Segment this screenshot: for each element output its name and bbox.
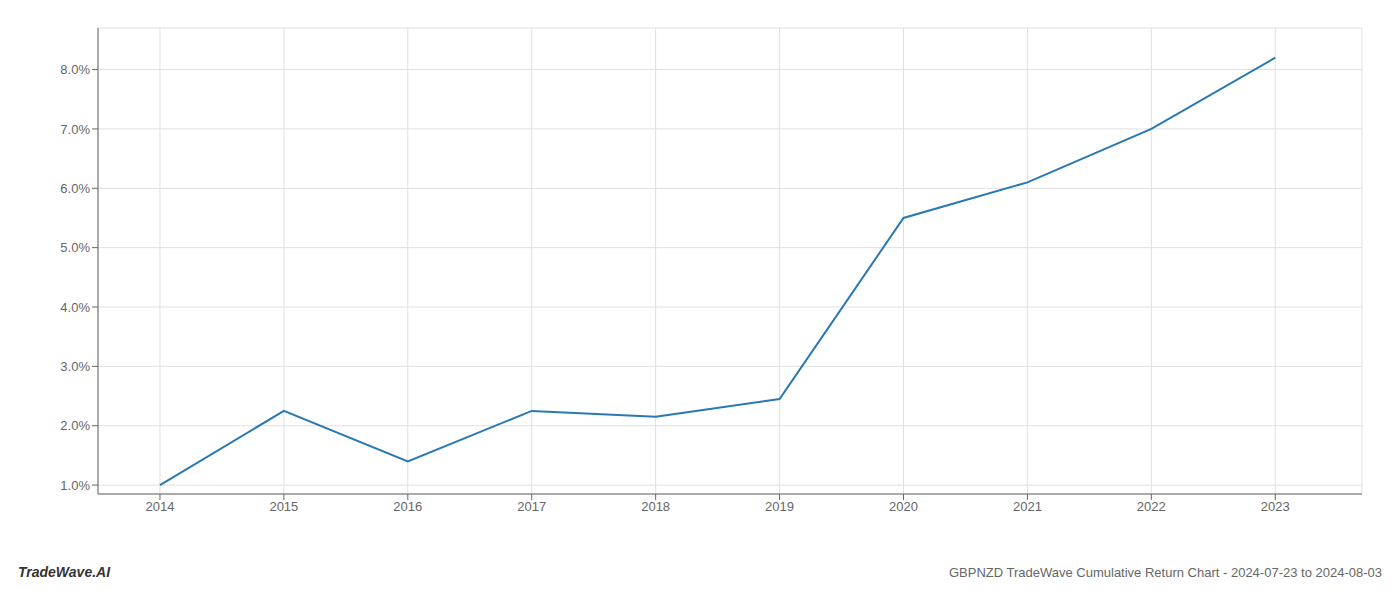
- svg-text:2019: 2019: [765, 499, 794, 514]
- html-text:TradeWave.AI: TradeWave.AI: [18, 564, 111, 580]
- svg-text:6.0%: 6.0%: [60, 181, 90, 196]
- svg-text:2021: 2021: [1013, 499, 1042, 514]
- svg-text:2018: 2018: [641, 499, 670, 514]
- svg-text:7.0%: 7.0%: [60, 122, 90, 137]
- svg-text:4.0%: 4.0%: [60, 300, 90, 315]
- svg-text:2014: 2014: [145, 499, 174, 514]
- svg-text:2016: 2016: [393, 499, 422, 514]
- svg-text:3.0%: 3.0%: [60, 359, 90, 374]
- svg-text:5.0%: 5.0%: [60, 240, 90, 255]
- svg-text:2022: 2022: [1137, 499, 1166, 514]
- svg-text:2015: 2015: [269, 499, 298, 514]
- svg-text:2020: 2020: [889, 499, 918, 514]
- svg-text:8.0%: 8.0%: [60, 62, 90, 77]
- svg-text:2.0%: 2.0%: [60, 418, 90, 433]
- svg-text:2017: 2017: [517, 499, 546, 514]
- html-text:GBPNZD TradeWave Cumulative Re: GBPNZD TradeWave Cumulative Return Chart…: [948, 565, 1382, 580]
- svg-text:1.0%: 1.0%: [60, 478, 90, 493]
- svg-text:2023: 2023: [1261, 499, 1290, 514]
